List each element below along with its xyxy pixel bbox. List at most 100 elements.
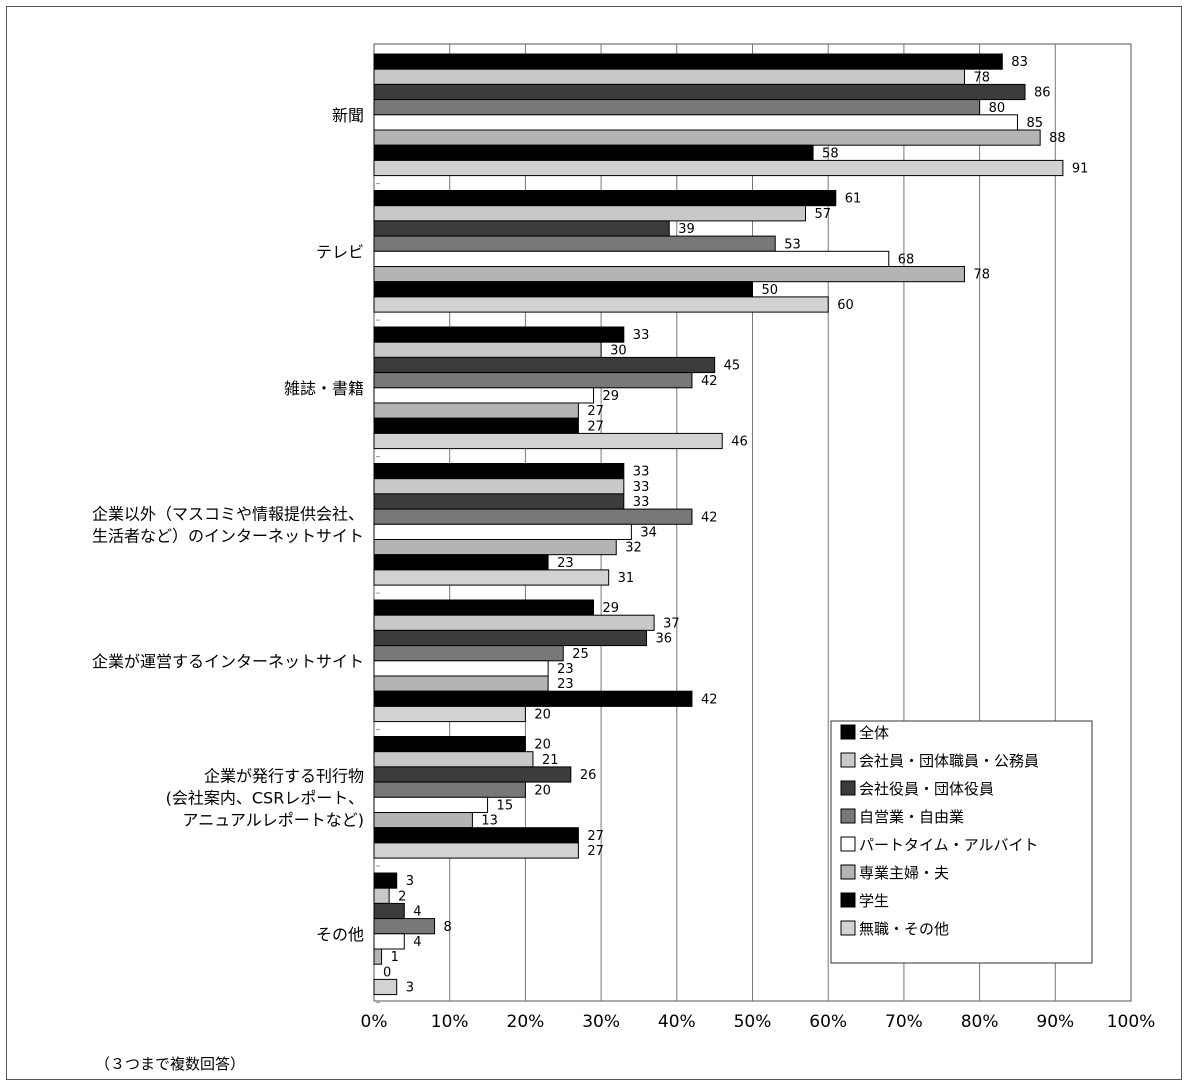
legend-swatch <box>840 920 856 936</box>
bar <box>373 872 398 889</box>
bar <box>373 372 693 389</box>
bar <box>373 796 489 813</box>
category-label: 新聞 <box>332 106 364 125</box>
bar <box>373 751 534 768</box>
bar <box>373 356 716 374</box>
legend-entry: 会社員・団体職員・公務員 <box>859 752 1039 770</box>
bar <box>373 812 473 829</box>
bar <box>373 842 579 859</box>
legend-entry: パートタイム・アルバイト <box>859 836 1039 854</box>
data-label: 68 <box>898 253 915 268</box>
legend-entry: 全体 <box>859 724 889 742</box>
bar <box>373 675 549 692</box>
legend-swatch <box>840 780 856 796</box>
bar <box>373 887 390 904</box>
data-label: 27 <box>587 419 604 434</box>
bar <box>373 539 617 556</box>
data-label: 33 <box>633 465 650 480</box>
bar <box>373 781 526 798</box>
data-label: 83 <box>1011 55 1028 70</box>
data-label: 20 <box>534 738 551 753</box>
data-label: 27 <box>587 829 604 844</box>
data-label: 78 <box>973 268 990 283</box>
bar <box>373 326 625 343</box>
data-label: 53 <box>784 237 801 252</box>
data-label: 42 <box>701 692 718 707</box>
bar <box>373 417 579 434</box>
category-label: 企業が発行する刊行物 <box>204 766 364 785</box>
data-label: 88 <box>1049 131 1066 146</box>
bar <box>373 266 965 283</box>
bar <box>373 523 632 540</box>
x-tick-label: 60% <box>809 1012 847 1032</box>
data-label: 57 <box>814 207 831 222</box>
data-label: 60 <box>837 298 854 313</box>
bar-chart: 0% 10% 20% 30% 40% 50% 60% 70% 80% 90% 100%8378868… <box>92 43 1156 1032</box>
legend-entry: 無職・その他 <box>859 920 949 938</box>
bar <box>373 569 610 586</box>
data-label: 42 <box>701 374 718 389</box>
data-label: 78 <box>973 70 990 85</box>
bar <box>373 827 579 844</box>
data-label: 31 <box>618 571 635 586</box>
bar <box>373 235 776 252</box>
chart-frame: 0% 10% 20% 30% 40% 50% 60% 70% 80% 90% 100% 83 78 86 8… <box>6 6 1182 1080</box>
bar <box>373 53 1003 70</box>
bar <box>373 159 1064 177</box>
bar <box>373 614 655 631</box>
category-label: テレビ <box>316 242 364 261</box>
data-label: 29 <box>603 601 620 616</box>
data-label: 29 <box>603 389 620 404</box>
legend-swatch <box>840 836 856 852</box>
data-label: 1 <box>391 950 399 965</box>
category-label: 生活者など）のインターネットサイト <box>92 526 364 545</box>
bar <box>373 341 602 358</box>
bar <box>373 554 549 571</box>
category-label: その他 <box>316 925 364 944</box>
bar <box>373 690 693 707</box>
bar <box>373 114 1018 131</box>
data-label: 58 <box>822 146 839 161</box>
category-label: アニュアルレポートなど) <box>183 810 364 829</box>
legend-swatch <box>840 864 856 880</box>
bar <box>373 766 572 783</box>
data-label: 42 <box>701 510 718 525</box>
data-label: 25 <box>572 647 589 662</box>
category-label: (会社案内、CSRレポート、 <box>166 788 364 807</box>
bar <box>373 629 648 647</box>
data-label: 4 <box>413 935 421 950</box>
bar <box>373 402 579 419</box>
data-label: 27 <box>587 844 604 859</box>
data-label: 21 <box>542 753 559 768</box>
data-label: 36 <box>656 632 673 647</box>
x-tick-label: 0% <box>361 1012 388 1032</box>
data-label: 45 <box>724 359 741 374</box>
bar <box>373 205 806 222</box>
x-tick-label: 70% <box>885 1012 923 1032</box>
data-label: 37 <box>663 616 680 631</box>
bar <box>373 83 1026 101</box>
bar <box>373 99 981 116</box>
legend-box <box>830 720 1093 964</box>
bar <box>373 645 564 662</box>
bar <box>373 296 829 313</box>
footnote: （３つまで複数回答） <box>95 1055 246 1073</box>
x-tick-label: 100% <box>1107 1012 1156 1032</box>
category-label: 企業以外（マスコミや情報提供会社、 <box>92 504 364 523</box>
data-label: 13 <box>481 814 498 829</box>
data-label: 20 <box>534 783 551 798</box>
bar <box>373 508 693 525</box>
bar <box>373 599 595 616</box>
x-tick-label: 50% <box>734 1012 772 1032</box>
legend-swatch <box>840 724 856 740</box>
data-label: 34 <box>640 526 657 541</box>
data-label: 46 <box>731 435 748 450</box>
data-label: 23 <box>557 556 574 571</box>
x-tick-label: 80% <box>961 1012 999 1032</box>
bar <box>373 129 1041 146</box>
data-label: 61 <box>845 192 862 207</box>
data-label: 2 <box>398 889 406 904</box>
legend-entry: 会社役員・団体役員 <box>859 780 994 798</box>
bar <box>373 705 526 723</box>
x-tick-label: 90% <box>1036 1012 1074 1032</box>
